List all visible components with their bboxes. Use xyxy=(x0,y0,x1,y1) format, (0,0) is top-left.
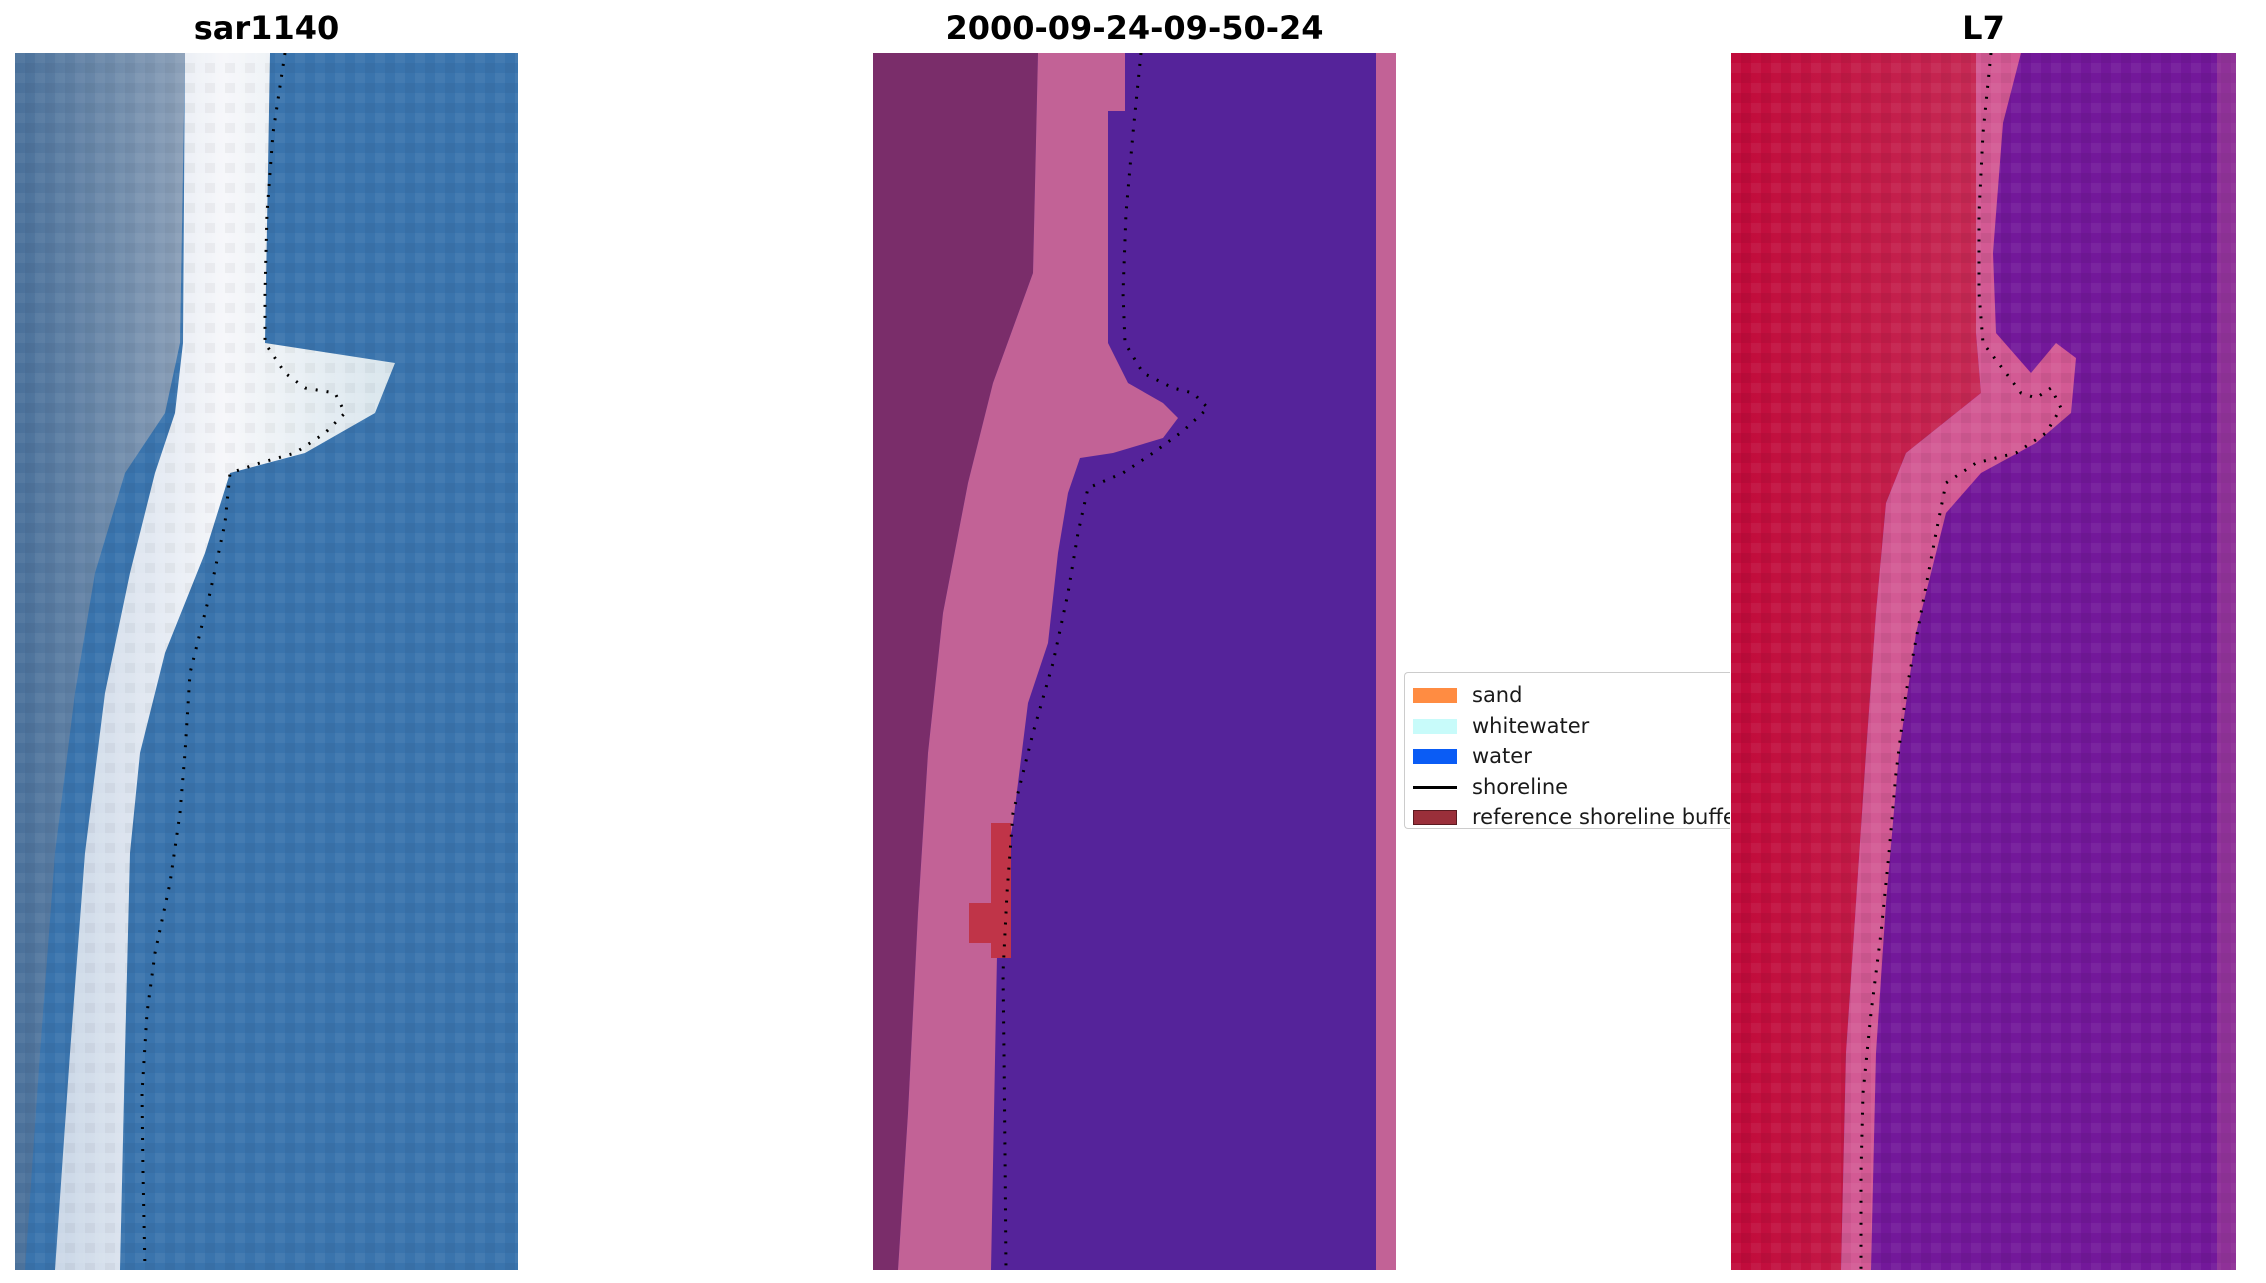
shoreline-line-icon xyxy=(1413,785,1457,789)
legend-label: sand xyxy=(1472,683,1523,707)
classified-edge-strip xyxy=(1376,53,1396,1270)
legend-item-shoreline: shoreline xyxy=(1405,772,1730,803)
legend-label: reference shoreline buffer xyxy=(1472,805,1730,829)
swir-image xyxy=(1731,53,2236,1270)
classified-image-panel xyxy=(873,53,1396,1270)
legend-item-whitewater: whitewater xyxy=(1405,711,1730,742)
legend-label: shoreline xyxy=(1472,774,1569,799)
rgb-image xyxy=(15,53,518,1270)
whitewater-swatch xyxy=(1413,718,1457,734)
swir-image-panel xyxy=(1731,53,2236,1270)
legend-item-sand: sand xyxy=(1405,680,1730,711)
classified-beach-area xyxy=(898,53,1178,1270)
legend-item-water: water xyxy=(1405,741,1730,772)
rgb-image-panel xyxy=(15,53,518,1270)
swir-shoreline xyxy=(1859,53,2063,1270)
panel-title-swir: L7 xyxy=(1962,9,2005,47)
legend: sand whitewater water shoreline referenc… xyxy=(1404,672,1730,829)
reference-buffer-patch-2 xyxy=(969,903,991,943)
reference-buffer-swatch xyxy=(1413,810,1457,825)
water-swatch xyxy=(1413,749,1457,764)
classified-land-area xyxy=(873,53,1038,1270)
panel-title-rgb: sar1140 xyxy=(193,9,340,47)
classified-image xyxy=(873,53,1396,1270)
legend-label: whitewater xyxy=(1472,713,1590,738)
legend-item-reference-buffer: reference shoreline buffer xyxy=(1405,802,1730,829)
rgb-shoreline xyxy=(140,53,347,1270)
panel-title-classified: 2000-09-24-09-50-24 xyxy=(945,9,1324,47)
legend-label: water xyxy=(1472,744,1532,768)
swir-edge-strip xyxy=(2217,53,2236,1270)
sand-swatch xyxy=(1413,688,1457,703)
